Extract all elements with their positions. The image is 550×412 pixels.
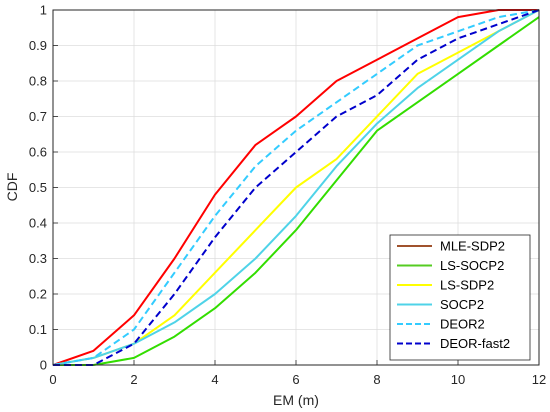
- legend-label: LS-SOCP2: [440, 258, 504, 273]
- y-tick-label: 0.9: [29, 38, 47, 53]
- series-line-ls-socp2: [53, 16, 540, 366]
- series-line-mle-sdp2: [52, 9, 539, 366]
- y-tick-label: 0: [40, 358, 47, 373]
- y-tick-label: 0.3: [29, 251, 47, 266]
- legend: MLE-SDP2 LS-SOCP2 LS-SDP2 SOCP2 DEOR2 DEOR-fa…: [389, 234, 531, 361]
- x-tick-label: 10: [451, 372, 465, 387]
- legend-label: LS-SDP2: [440, 278, 494, 293]
- x-tick-label: 8: [373, 372, 380, 387]
- x-axis-ticks: 0 2 4 6 8 10 12: [49, 360, 546, 387]
- y-axis-ticks: 0 0.1 0.2 0.3 0.4 0.5 0.6 0.7 0.8 0.9 1: [29, 3, 58, 373]
- series-line-deor2: [52, 9, 540, 366]
- x-tick-label: 6: [292, 372, 299, 387]
- y-tick-label: 0.6: [29, 145, 47, 160]
- y-tick-label: 0.1: [29, 322, 47, 337]
- x-tick-label: 12: [532, 372, 546, 387]
- y-tick-label: 0.8: [29, 74, 47, 89]
- legend-label: SOCP2: [440, 297, 484, 312]
- x-tick-label: 4: [211, 372, 218, 387]
- y-tick-label: 0.4: [29, 216, 47, 231]
- y-axis-title: CDF: [4, 173, 20, 202]
- legend-label: DEOR-fast2: [440, 336, 510, 351]
- series-line-socp2: [52, 9, 540, 366]
- legend-box: [389, 234, 531, 361]
- series-lines: [52, 9, 540, 366]
- x-tick-label: 0: [49, 372, 56, 387]
- y-tick-label: 0.7: [29, 109, 47, 124]
- y-tick-label: 1: [40, 3, 47, 18]
- legend-label: DEOR2: [440, 317, 485, 332]
- y-tick-label: 0.5: [29, 180, 47, 195]
- legend-label: MLE-SDP2: [440, 239, 505, 254]
- y-tick-label: 0.2: [29, 287, 47, 302]
- x-axis-title: EM (m): [273, 392, 319, 408]
- x-tick-label: 2: [130, 372, 137, 387]
